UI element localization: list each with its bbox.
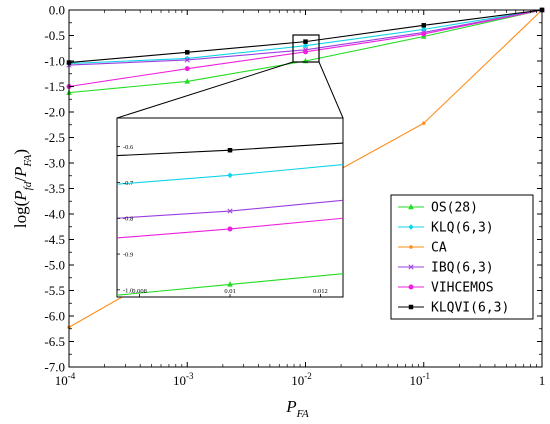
data-point-klqvi-6-3 — [303, 39, 308, 44]
legend-item-ibq-6-3: IBQ(6,3) — [398, 261, 494, 276]
x-tick-label: 10-2 — [291, 371, 312, 388]
legend-item-os-28: OS(28) — [398, 201, 478, 216]
inset-y-tick-label: -0.8 — [123, 216, 133, 223]
zoom-connector-lines — [116, 34, 344, 119]
legend-label: IBQ(6,3) — [431, 261, 494, 276]
inset-x-tick-label: 0.008 — [132, 288, 147, 295]
data-point-vihcemos — [184, 66, 190, 72]
main-axes: 0.0 -0.5 -1.0 -1.5 -2.0 -2.5 -3.0 -3.5 -4.0 -4.5 -… — [11, 3, 545, 421]
legend-swatch-marker — [408, 304, 414, 310]
inset-point-os-28 — [227, 281, 233, 287]
y-tick-label: -4.5 — [44, 232, 65, 247]
legend-item-ca: CA — [398, 241, 447, 256]
zoom-region-box — [292, 34, 320, 63]
legend-swatch-marker — [408, 264, 414, 270]
y-tick-label: -5.0 — [44, 258, 65, 273]
legend-label: OS(28) — [431, 201, 478, 216]
y-tick-label: -3.5 — [44, 181, 65, 196]
y-tick-label: -7.0 — [44, 360, 65, 375]
y-tick-label: -5.5 — [44, 283, 65, 298]
y-tick-label: -2.5 — [44, 130, 65, 145]
data-point-ca — [421, 121, 426, 126]
inset-x-tick-label: 0.012 — [313, 288, 328, 295]
inset-point-klqvi-6-3 — [227, 147, 233, 153]
zoom-connector-right — [318, 61, 344, 119]
inset-point-ibq-6-3 — [227, 208, 233, 214]
legend-swatch-marker — [408, 284, 414, 290]
y-tick-label: -0.5 — [44, 28, 65, 43]
legend-label: VIHCEMOS — [431, 281, 494, 296]
inset-point-vihcemos — [227, 226, 233, 232]
legend-item-klq-6-3: KLQ(6,3) — [398, 221, 494, 236]
legend-label: KLQ(6,3) — [431, 221, 494, 236]
x-axis-title: PFA — [285, 397, 309, 420]
inset-y-tick-label: -1.0 — [123, 287, 133, 294]
inset-series — [117, 142, 343, 296]
data-point-klq-6-3 — [420, 26, 427, 33]
legend-label: KLQVI(6,3) — [431, 301, 509, 316]
y-tick-label: -2.0 — [44, 105, 65, 120]
legend-swatch-marker — [408, 203, 414, 210]
x-tick-label: 1 — [539, 373, 546, 388]
inset-zoom-panel: -0.6 -0.7 -0.8 -0.9 -1.00.008 0.01 0.012 — [116, 117, 344, 298]
y-tick-label: -1.5 — [44, 79, 65, 94]
x-tick-label: 10-4 — [55, 371, 76, 388]
legend-swatch-marker — [409, 245, 413, 249]
zoom-connector-left — [116, 61, 294, 119]
y-axis-title: log(Pfd/PFA) — [11, 149, 34, 228]
inset-frame — [116, 117, 344, 298]
series-line-klq-6-3 — [68, 9, 543, 65]
x-tick-label: 10-3 — [173, 371, 194, 388]
data-point-vihcemos — [302, 49, 309, 55]
x-tick-label: 10-1 — [410, 371, 431, 388]
data-point-klq-6-3 — [302, 42, 309, 49]
data-point-vihcemos — [421, 31, 427, 37]
y-tick-label: -4.0 — [44, 207, 65, 222]
y-tick-label: -1.0 — [44, 54, 65, 69]
data-point-klqvi-6-3 — [421, 23, 426, 28]
legend-swatch-marker — [408, 224, 414, 230]
y-tick-label: -6.5 — [44, 334, 65, 349]
data-point-klqvi-6-3 — [185, 50, 190, 55]
inset-y-tick-label: -0.7 — [123, 180, 134, 187]
inset-y-tick-label: -0.9 — [123, 252, 133, 259]
legend-box — [390, 194, 534, 320]
series-line-klqvi-6-3 — [68, 9, 543, 64]
legend: OS(28) KLQ(6,3) CA IBQ(6,3) VIHCEMOS KLQVI(6,… — [390, 194, 534, 320]
legend-label: CA — [431, 241, 447, 256]
inset-point-klq-6-3 — [227, 172, 233, 179]
y-tick-label: -6.0 — [44, 309, 65, 324]
data-point-os-28 — [184, 78, 191, 84]
legend-item-vihcemos: VIHCEMOS — [398, 281, 494, 296]
y-tick-label: -3.0 — [44, 156, 65, 171]
legend-item-klqvi-6-3: KLQVI(6,3) — [398, 301, 509, 316]
data-point-ibq-6-3 — [184, 57, 190, 63]
inset-x-tick-label: 0.01 — [224, 288, 235, 295]
y-tick-label: 0.0 — [49, 3, 65, 18]
inset-y-tick-label: -0.6 — [123, 144, 134, 151]
